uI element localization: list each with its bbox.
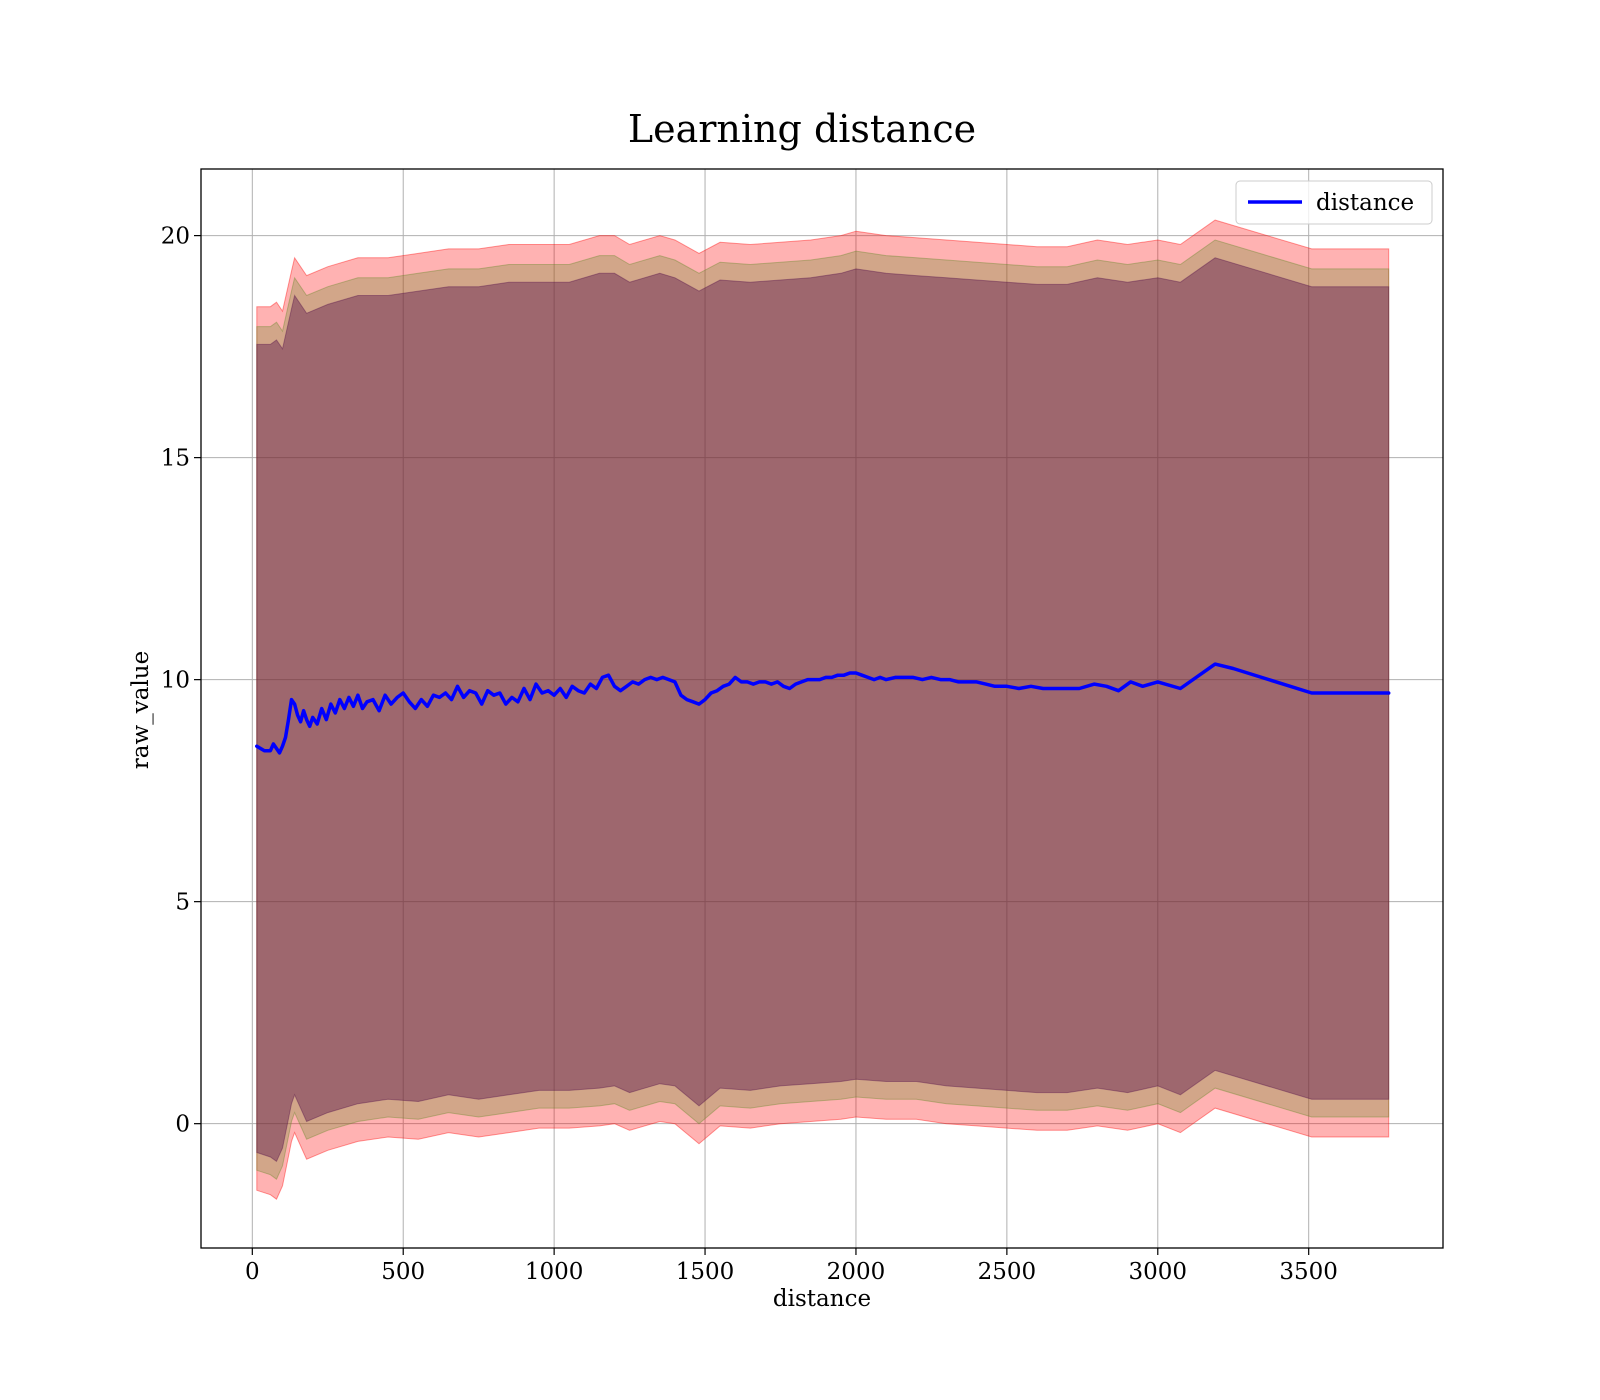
std-band-3	[256, 257, 1390, 1163]
plot-area: 0 500 1000 1500 2000 2500 3000 3500 0 5 10 15 20	[161, 168, 1444, 1285]
y-tick-label: 15	[161, 446, 190, 472]
x-tick-label: 3000	[1129, 1259, 1188, 1285]
axis-ticks: 0 500 1000 1500 2000 2500 3000 3500 0 5 10 15 20	[161, 224, 1338, 1285]
x-axis-label: distance	[773, 1286, 871, 1312]
confidence-bands	[256, 219, 1390, 1200]
x-tick-label: 0	[245, 1259, 260, 1285]
x-tick-label: 1500	[676, 1259, 735, 1285]
x-tick-label: 1000	[525, 1259, 584, 1285]
legend-box	[1235, 180, 1433, 225]
plot-frame	[200, 168, 1444, 1249]
x-tick-label: 2000	[827, 1259, 886, 1285]
legend: distance	[1235, 180, 1433, 225]
x-tick-label: 2500	[978, 1259, 1037, 1285]
x-tick-label: 3500	[1279, 1259, 1338, 1285]
chart-title: Learning distance	[628, 107, 976, 151]
y-tick-label: 20	[161, 224, 190, 250]
y-tick-label: 5	[175, 890, 190, 916]
y-axis-label: raw_value	[128, 651, 154, 769]
y-tick-label: 0	[175, 1112, 190, 1138]
series-line-distance	[255, 662, 1391, 755]
std-band-1	[256, 219, 1390, 1200]
legend-label-distance: distance	[1316, 190, 1414, 216]
std-band-2	[256, 239, 1390, 1180]
x-tick-label: 500	[381, 1259, 425, 1285]
y-tick-label: 10	[161, 668, 190, 694]
series-lines	[255, 662, 1391, 755]
